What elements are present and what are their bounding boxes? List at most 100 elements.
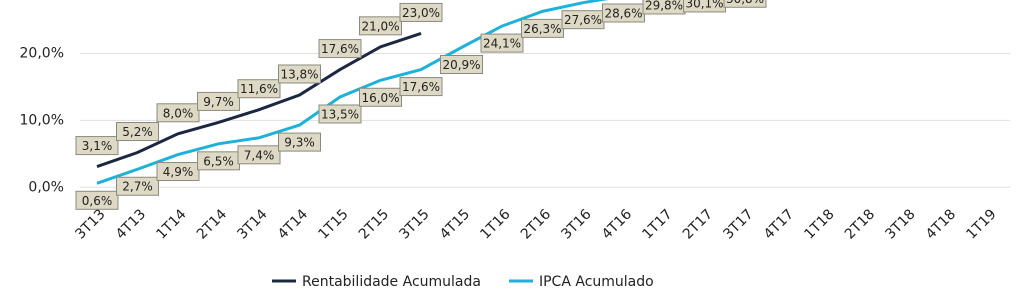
label-box — [359, 16, 402, 36]
x-tick-label: 3T14 — [234, 206, 270, 242]
data-label-text: 13,5% — [321, 108, 359, 122]
data-label-text: 30,1% — [685, 0, 723, 10]
data-label-text: 27,6% — [564, 13, 602, 27]
data-label: 30,1% — [683, 0, 726, 13]
x-tick-label: 2T14 — [194, 206, 230, 242]
x-tick-label: 3T16 — [558, 206, 594, 242]
data-label-text: 30,8% — [726, 0, 764, 6]
label-box — [75, 190, 119, 210]
x-tick-label: 4T14 — [275, 206, 311, 242]
label-box — [278, 132, 321, 152]
line-series — [96, 32, 422, 168]
data-label-text: 9,7% — [203, 95, 234, 109]
label-box — [237, 79, 281, 99]
x-tick-label: 3T13 — [72, 206, 108, 242]
data-label: 0,6% — [75, 190, 119, 210]
x-tick-label: 3T15 — [396, 206, 432, 242]
x-tick-label: 2T16 — [518, 206, 554, 242]
data-label-text: 21,0% — [361, 19, 399, 33]
label-box — [116, 176, 159, 196]
data-label-text: 5,2% — [122, 125, 153, 139]
data-label-text: 26,3% — [523, 22, 561, 36]
data-label: 4,9% — [156, 162, 200, 182]
label-box — [156, 103, 200, 123]
data-label: 21,0% — [359, 16, 402, 36]
x-tick-label: 1T15 — [315, 206, 351, 242]
data-label: 11,6% — [237, 79, 281, 99]
data-label-text: 8,0% — [163, 106, 194, 120]
x-tick-label: 3T18 — [882, 206, 918, 242]
data-label: 6,5% — [197, 151, 240, 171]
data-label-text: 9,3% — [284, 136, 315, 150]
label-box — [399, 77, 443, 97]
legend-label: IPCA Acumulado — [539, 274, 654, 290]
label-box — [440, 54, 483, 74]
data-label: 23,0% — [399, 2, 443, 22]
label-box — [359, 87, 402, 107]
data-label-text: 23,0% — [402, 6, 440, 20]
x-tick-label: 4T15 — [437, 206, 473, 242]
y-tick-label: 10,0% — [20, 112, 64, 128]
label-box — [318, 39, 362, 59]
line-series — [96, 0, 609, 185]
data-label: 24,1% — [480, 33, 524, 53]
data-label-text: 0,6% — [82, 194, 113, 208]
data-label: 27,6% — [561, 10, 605, 30]
data-label-text: 6,5% — [203, 154, 234, 168]
data-label-text: 16,0% — [361, 91, 399, 105]
data-label: 17,6% — [399, 77, 443, 97]
data-label: 16,0% — [359, 87, 402, 107]
data-label-text: 4,9% — [163, 165, 194, 179]
data-label-text: 17,6% — [321, 42, 359, 56]
label-box — [318, 104, 362, 124]
x-tick-label: 4T13 — [113, 206, 149, 242]
label-box — [723, 0, 767, 8]
label-box — [197, 91, 240, 111]
data-label: 29,8% — [642, 0, 686, 15]
y-tick-label: 0,0% — [28, 179, 64, 195]
data-label-text: 3,1% — [82, 139, 113, 153]
x-tick-label: 2T15 — [356, 206, 392, 242]
x-tick-label: 4T18 — [923, 206, 959, 242]
x-tick-label: 1T14 — [153, 206, 189, 242]
data-label: 26,3% — [521, 18, 564, 38]
label-box — [399, 2, 443, 22]
data-label-text: 7,4% — [244, 148, 275, 162]
data-label: 13,5% — [318, 104, 362, 124]
label-box — [116, 122, 159, 142]
data-label: 30,8% — [723, 0, 767, 8]
data-label-text: 2,7% — [122, 180, 153, 194]
x-tick-label: 3T17 — [720, 206, 756, 242]
x-tick-label: 1T18 — [801, 206, 837, 242]
data-label-text: 17,6% — [402, 80, 440, 94]
data-label: 7,4% — [237, 145, 281, 165]
data-label: 9,3% — [278, 132, 321, 152]
label-box — [237, 145, 281, 165]
x-tick-label: 4T16 — [599, 206, 635, 242]
label-box — [278, 64, 321, 84]
data-label-text: 29,8% — [645, 0, 683, 12]
x-tick-label: 1T17 — [639, 206, 675, 242]
data-label: 2,7% — [116, 176, 159, 196]
y-tick-label: 20,0% — [20, 46, 64, 62]
data-label: 8,0% — [156, 103, 200, 123]
data-label-text: 24,1% — [483, 37, 521, 51]
data-label: 20,9% — [440, 54, 483, 74]
data-label-text: 20,9% — [442, 58, 480, 72]
label-box — [156, 162, 200, 182]
x-tick-label: 2T17 — [680, 206, 716, 242]
data-label-text: 11,6% — [240, 82, 278, 96]
x-tick-label: 1T16 — [477, 206, 513, 242]
data-label-text: 13,8% — [280, 67, 318, 81]
label-box — [480, 33, 524, 53]
data-label: 3,1% — [75, 136, 119, 156]
data-label: 13,8% — [278, 64, 321, 84]
data-label: 28,6% — [602, 3, 645, 23]
label-box — [75, 136, 119, 156]
x-tick-label: 2T18 — [842, 206, 878, 242]
data-label: 17,6% — [318, 39, 362, 59]
data-label: 5,2% — [116, 122, 159, 142]
legend-label: Rentabilidade Acumulada — [302, 274, 481, 290]
